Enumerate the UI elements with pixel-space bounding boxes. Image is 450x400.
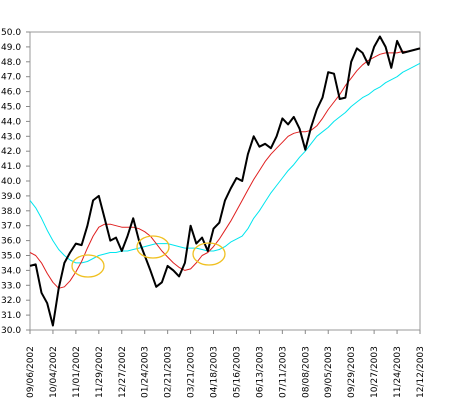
highlight-ellipse bbox=[192, 242, 226, 266]
x-tick-label: 12/27/2002 bbox=[118, 346, 128, 398]
y-tick-label: 39.0 bbox=[1, 192, 21, 202]
y-tick-label: 31.0 bbox=[1, 311, 21, 321]
y-tick-label: 33.0 bbox=[1, 281, 21, 291]
x-tick-label: 11/01/2002 bbox=[72, 346, 82, 398]
y-tick-label: 47.0 bbox=[1, 73, 21, 83]
y-tick-label: 50.0 bbox=[1, 28, 21, 38]
x-tick-label: 11/24/2003 bbox=[393, 346, 403, 398]
plot-frame bbox=[29, 31, 421, 331]
y-tick-label: 32.0 bbox=[1, 296, 21, 306]
x-tick-label: 09/29/2003 bbox=[347, 346, 357, 398]
x-tick-label: 07/11/2003 bbox=[278, 346, 288, 398]
x-tick-label: 06/13/2003 bbox=[255, 346, 265, 398]
y-tick-label: 46.0 bbox=[1, 88, 21, 98]
series-line bbox=[29, 62, 421, 264]
y-tick-label: 49.0 bbox=[1, 43, 21, 53]
x-tick-label: 10/27/2003 bbox=[370, 346, 380, 398]
x-tick-label: 09/06/2002 bbox=[26, 346, 36, 398]
x-tick-label: 10/04/2002 bbox=[49, 346, 59, 398]
x-tick-label: 11/29/2002 bbox=[95, 346, 105, 398]
y-tick-label: 44.0 bbox=[1, 117, 21, 127]
x-tick-label: 03/21/2003 bbox=[187, 346, 197, 398]
y-tick-label: 30.0 bbox=[1, 326, 21, 336]
y-tick-label: 34.0 bbox=[1, 266, 21, 276]
x-tick-label: 12/12/2003 bbox=[416, 346, 426, 398]
y-tick-label: 36.0 bbox=[1, 237, 21, 247]
x-tick-label: 09/05/2003 bbox=[324, 346, 334, 398]
x-tick-label: 08/08/2003 bbox=[301, 346, 311, 398]
y-tick-label: 35.0 bbox=[1, 252, 21, 262]
highlight-ellipse bbox=[71, 254, 105, 278]
series-line bbox=[29, 47, 421, 289]
x-tick-label: 02/21/2003 bbox=[164, 346, 174, 398]
y-tick-label: 37.0 bbox=[1, 222, 21, 232]
y-tick-label: 48.0 bbox=[1, 58, 21, 68]
x-tick-label: 04/18/2003 bbox=[210, 346, 220, 398]
y-tick-label: 43.0 bbox=[1, 132, 21, 142]
marks bbox=[29, 35, 421, 327]
y-tick-label: 45.0 bbox=[1, 103, 21, 113]
x-tick-label: 01/24/2003 bbox=[141, 346, 151, 398]
highlight-ellipse bbox=[136, 235, 170, 259]
y-tick-label: 41.0 bbox=[1, 162, 21, 172]
y-tick-label: 38.0 bbox=[1, 207, 21, 217]
y-tick-label: 40.0 bbox=[1, 177, 21, 187]
series-line bbox=[29, 35, 421, 327]
y-tick-label: 42.0 bbox=[1, 147, 21, 157]
x-tick-label: 05/16/2003 bbox=[232, 346, 242, 398]
